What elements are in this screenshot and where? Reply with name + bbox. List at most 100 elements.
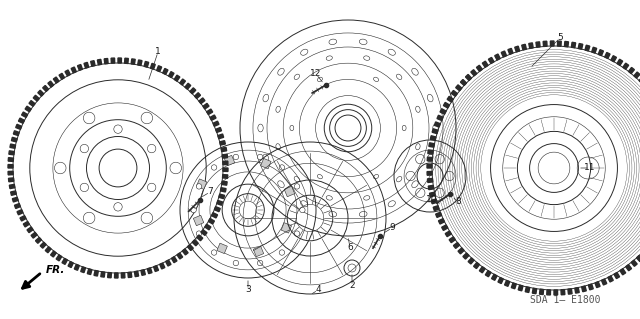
Polygon shape [442, 225, 448, 230]
Polygon shape [547, 290, 550, 295]
Polygon shape [10, 144, 15, 148]
Polygon shape [608, 276, 613, 282]
Polygon shape [451, 91, 458, 96]
Polygon shape [195, 93, 200, 99]
Polygon shape [84, 63, 89, 68]
Bar [260, 159, 271, 169]
Polygon shape [623, 63, 628, 69]
Polygon shape [456, 85, 462, 91]
Polygon shape [128, 272, 132, 278]
Polygon shape [453, 242, 460, 249]
Polygon shape [205, 224, 211, 230]
Circle shape [211, 250, 217, 255]
Polygon shape [177, 253, 182, 259]
Polygon shape [522, 44, 526, 50]
Polygon shape [449, 237, 455, 243]
Polygon shape [447, 96, 453, 102]
Polygon shape [564, 41, 568, 47]
Text: FR.: FR. [46, 265, 65, 275]
Circle shape [279, 165, 285, 170]
Polygon shape [217, 200, 223, 205]
Polygon shape [458, 248, 464, 254]
Polygon shape [212, 213, 218, 218]
Polygon shape [25, 106, 31, 112]
Polygon shape [97, 59, 102, 65]
Text: 4: 4 [315, 286, 321, 294]
Polygon shape [438, 219, 445, 224]
Polygon shape [100, 272, 105, 277]
Polygon shape [631, 260, 637, 266]
Polygon shape [220, 188, 226, 192]
Polygon shape [219, 194, 225, 199]
Polygon shape [8, 178, 14, 182]
Polygon shape [180, 79, 186, 85]
Polygon shape [504, 280, 509, 286]
Polygon shape [592, 47, 596, 53]
Polygon shape [192, 240, 198, 246]
Polygon shape [196, 235, 203, 241]
Text: SDA 1– E1800: SDA 1– E1800 [530, 295, 600, 305]
Polygon shape [53, 77, 59, 83]
Polygon shape [508, 48, 513, 54]
Polygon shape [432, 129, 438, 134]
Text: 7: 7 [207, 188, 213, 197]
Polygon shape [222, 154, 227, 158]
Polygon shape [445, 231, 451, 237]
Polygon shape [588, 284, 593, 290]
Polygon shape [166, 260, 171, 266]
Polygon shape [214, 207, 220, 212]
Polygon shape [71, 67, 76, 73]
Polygon shape [436, 212, 442, 218]
Polygon shape [427, 172, 432, 175]
Polygon shape [223, 168, 228, 171]
Polygon shape [62, 258, 67, 264]
Polygon shape [115, 273, 118, 278]
Polygon shape [598, 50, 604, 56]
Polygon shape [468, 258, 474, 264]
Polygon shape [207, 109, 212, 115]
Polygon shape [59, 73, 65, 79]
Polygon shape [582, 286, 586, 292]
Polygon shape [614, 272, 620, 278]
Polygon shape [492, 274, 497, 280]
Circle shape [279, 250, 285, 255]
Polygon shape [628, 67, 634, 74]
Text: 6: 6 [347, 243, 353, 253]
Polygon shape [433, 206, 439, 211]
Polygon shape [111, 58, 115, 63]
Polygon shape [465, 74, 472, 80]
Polygon shape [201, 230, 207, 235]
Circle shape [300, 207, 305, 213]
Polygon shape [87, 269, 92, 275]
Polygon shape [428, 157, 433, 161]
Polygon shape [428, 185, 434, 190]
Polygon shape [203, 103, 209, 109]
Circle shape [257, 154, 263, 160]
Polygon shape [444, 102, 449, 108]
Polygon shape [182, 249, 188, 255]
Polygon shape [639, 77, 640, 83]
Polygon shape [568, 289, 572, 294]
Polygon shape [141, 270, 145, 275]
Text: 12: 12 [310, 70, 322, 78]
Polygon shape [637, 256, 640, 262]
Polygon shape [138, 60, 142, 65]
Text: 10: 10 [426, 196, 438, 204]
Text: 9: 9 [389, 224, 395, 233]
Polygon shape [157, 66, 162, 72]
Polygon shape [118, 58, 122, 63]
Polygon shape [218, 134, 223, 139]
Bar [284, 186, 294, 197]
Polygon shape [543, 41, 547, 47]
Polygon shape [23, 221, 29, 227]
Polygon shape [81, 267, 86, 273]
Polygon shape [199, 98, 205, 104]
Circle shape [294, 231, 300, 236]
Polygon shape [463, 253, 469, 259]
Polygon shape [605, 53, 610, 58]
Text: 8: 8 [455, 197, 461, 206]
Polygon shape [554, 290, 557, 295]
Polygon shape [168, 71, 174, 78]
Polygon shape [611, 56, 616, 62]
Polygon shape [131, 59, 135, 64]
